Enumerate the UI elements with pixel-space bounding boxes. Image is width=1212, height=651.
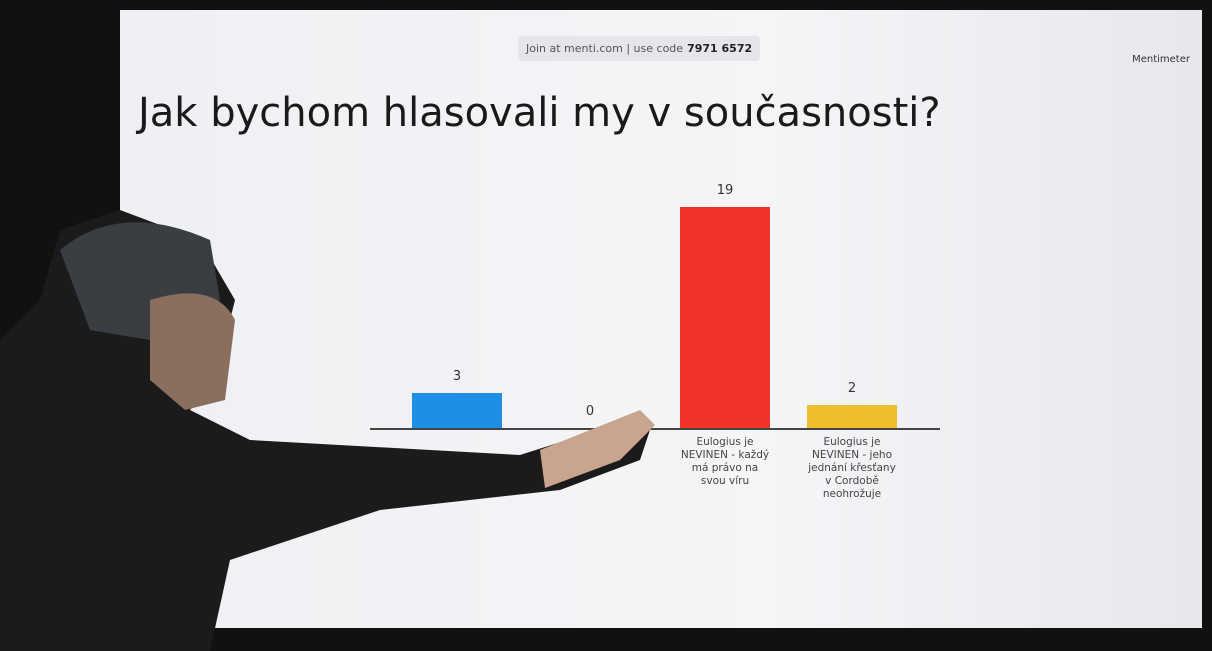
presenter-silhouette <box>0 0 1212 651</box>
page: Join at menti.com | use code7971 6572 Me… <box>0 0 1212 651</box>
